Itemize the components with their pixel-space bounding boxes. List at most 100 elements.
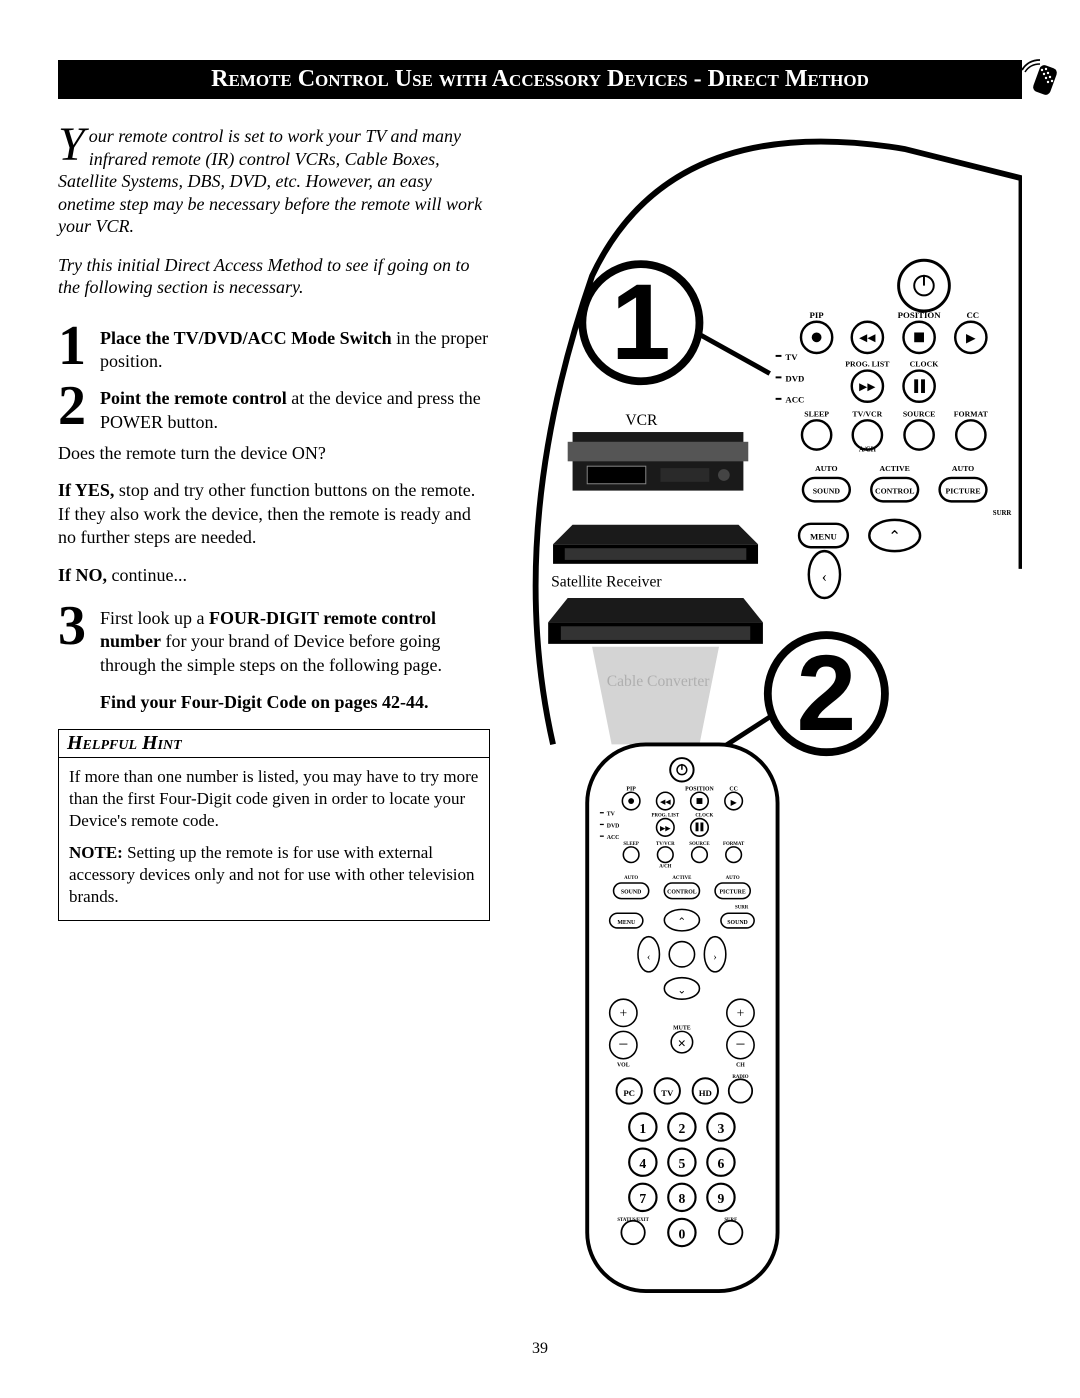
step-2-bold: Point the remote control (100, 388, 287, 408)
page-title-bar: Remote Control Use with Accessory Device… (58, 60, 1022, 99)
label-surr1: SURR (993, 510, 1012, 517)
sm-auto2: AUTO (726, 876, 740, 881)
label-pip: PIP (810, 310, 825, 320)
helpful-hint-body: If more than one number is listed, you m… (59, 758, 489, 921)
ir-beam (592, 647, 719, 745)
sm-tv2: TV (662, 1088, 675, 1098)
label-mode-tv: TV (786, 352, 799, 362)
intro-p1-text: our remote control is set to work your T… (58, 126, 482, 236)
hint-note: NOTE: Setting up the remote is for use w… (69, 842, 479, 908)
svg-text:◀◀: ◀◀ (860, 332, 877, 344)
svg-text:⌃: ⌃ (889, 528, 902, 545)
sm-pip: PIP (627, 786, 637, 792)
step-3-pre: First look up a (100, 608, 209, 628)
remote-diagram: PIP POSITION CC ◀◀ ▶ PROG. LIST CLOCK ▶▶ (514, 125, 1022, 1315)
sm-mute: MUTE (674, 1025, 692, 1031)
step-2: 2 Point the remote control at the device… (58, 381, 490, 434)
sm-sound: SOUND (621, 890, 641, 896)
step-3: 3 First look up a FOUR-DIGIT remote cont… (58, 601, 490, 715)
label-mode-dvd: DVD (786, 373, 805, 383)
label-sound: SOUND (813, 487, 841, 496)
sm-n9: 9 (718, 1191, 725, 1206)
callout-1-num: 1 (611, 262, 671, 382)
sm-n3: 3 (718, 1121, 725, 1136)
sm-n2: 2 (679, 1121, 686, 1136)
label-control: CONTROL (875, 487, 914, 496)
label-source: SOURCE (903, 409, 936, 418)
sm-dvd: DVD (607, 823, 620, 829)
vcr-device (568, 432, 749, 491)
sm-n4: 4 (640, 1156, 647, 1171)
remote-signal-icon (1018, 56, 1062, 100)
intro-p2: Try this initial Direct Access Method to… (58, 254, 490, 299)
sm-surr: SURR (735, 905, 749, 910)
svg-text:›: › (714, 951, 718, 963)
sm-n6: 6 (718, 1156, 725, 1171)
remote-full: PIP POSITION CC ◀◀ ▶ TV DVD ACC PROG. LI… (588, 744, 778, 1291)
if-no-label: If NO, (58, 565, 107, 585)
sm-clock: CLOCK (696, 814, 714, 819)
sm-n0: 0 (679, 1226, 686, 1241)
sm-position: POSITION (686, 786, 715, 792)
sm-ach: A/CH (660, 864, 672, 869)
svg-text:−: − (736, 1034, 746, 1054)
sm-n8: 8 (679, 1191, 686, 1206)
sm-hd: HD (699, 1088, 712, 1098)
question-para: Does the remote turn the device ON? (58, 442, 490, 465)
svg-text:‹: ‹ (822, 568, 827, 585)
if-yes-rest: stop and try other function buttons on t… (58, 480, 475, 547)
svg-text:‹: ‹ (647, 951, 651, 963)
label-proglist: PROG. LIST (846, 360, 891, 369)
label-ach: A/CH (859, 447, 877, 454)
step-2-number: 2 (58, 381, 88, 431)
label-clock: CLOCK (910, 360, 939, 369)
helpful-hint-header: Helpful Hint (59, 730, 489, 758)
label-tvvcr: TV/VCR (853, 409, 883, 418)
svg-text:⌃: ⌃ (678, 916, 687, 928)
step-3-body: First look up a FOUR-DIGIT remote contro… (100, 601, 490, 715)
label-auto1: AUTO (816, 464, 838, 473)
helpful-hint-box: Helpful Hint If more than one number is … (58, 729, 490, 922)
dropcap: Y (58, 125, 85, 166)
svg-text:◀◀: ◀◀ (660, 799, 671, 806)
step-3-number: 3 (58, 601, 88, 651)
hint-p1: If more than one number is listed, you m… (69, 766, 479, 832)
label-vcr: VCR (626, 412, 659, 429)
hint-note-label: NOTE: (69, 843, 123, 862)
sm-vol: VOL (617, 1063, 630, 1069)
svg-text:▶▶: ▶▶ (860, 381, 877, 393)
svg-text:−: − (619, 1034, 629, 1054)
right-column: PIP POSITION CC ◀◀ ▶ PROG. LIST CLOCK ▶▶ (514, 125, 1022, 1320)
label-menu-big: MENU (810, 531, 837, 541)
sm-picture: PICTURE (720, 890, 746, 896)
left-column: Your remote control is set to work your … (58, 125, 490, 921)
sm-cc: CC (730, 786, 738, 792)
label-cc: CC (967, 310, 980, 320)
sm-active: ACTIVE (673, 876, 692, 881)
sm-pc: PC (624, 1088, 636, 1098)
intro-p1: Your remote control is set to work your … (58, 125, 490, 238)
intro-block: Your remote control is set to work your … (58, 125, 490, 299)
svg-text:✕: ✕ (678, 1038, 687, 1050)
label-sat: Satellite Receiver (551, 573, 662, 590)
if-no-rest: continue... (107, 565, 187, 585)
sm-n5: 5 (679, 1156, 686, 1171)
page-title: Remote Control Use with Accessory Device… (211, 66, 869, 92)
svg-text:+: + (620, 1006, 628, 1021)
step-3-find: Find your Four-Digit Code on pages 42-44… (100, 691, 490, 714)
label-sleep: SLEEP (805, 409, 830, 418)
label-mode-acc: ACC (786, 395, 805, 405)
callout-2-num: 2 (797, 633, 857, 753)
sm-n7: 7 (640, 1191, 647, 1206)
step-1-body: Place the TV/DVD/ACC Mode Switch in the … (100, 321, 490, 374)
sm-auto1: AUTO (625, 876, 639, 881)
label-picture: PICTURE (946, 487, 981, 496)
page-number: 39 (58, 1340, 1022, 1358)
if-yes-para: If YES, stop and try other function butt… (58, 479, 490, 549)
sm-tv: TV (607, 812, 616, 818)
sm-menu: MENU (618, 920, 637, 926)
svg-text:▶: ▶ (966, 331, 976, 345)
sm-sound2: SOUND (728, 920, 748, 926)
satellite-device (553, 525, 758, 564)
label-position: POSITION (898, 310, 942, 320)
